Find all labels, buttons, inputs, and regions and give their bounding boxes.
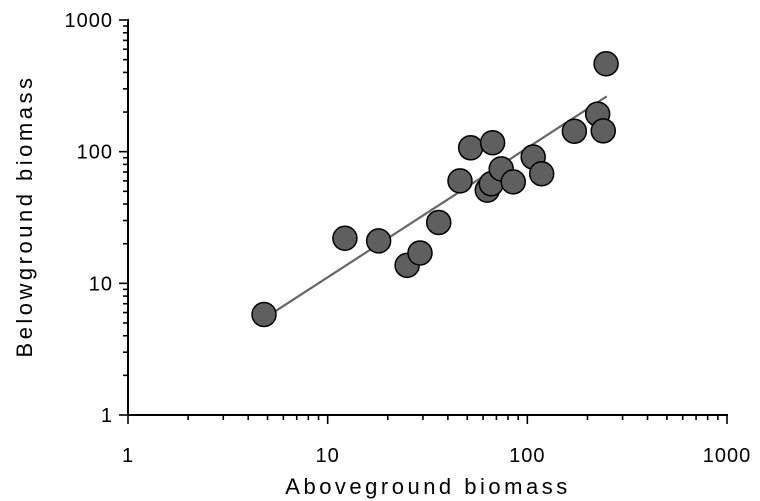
data-point — [459, 136, 483, 160]
data-point — [591, 119, 615, 143]
y-tick-label: 100 — [77, 142, 113, 164]
x-axis-tick-labels: 1 10 100 1000 — [122, 445, 751, 467]
data-point — [562, 119, 586, 143]
data-point — [333, 226, 357, 250]
data-point — [448, 169, 472, 193]
x-tick-label: 10 — [316, 445, 340, 467]
y-axis-ticks — [119, 20, 128, 415]
y-tick-label: 1 — [101, 405, 113, 427]
y-tick-label: 1000 — [65, 10, 114, 32]
x-axis-ticks — [128, 415, 727, 424]
y-tick-label: 10 — [89, 273, 113, 295]
regression-line — [264, 96, 607, 318]
y-axis-title: Belowground biomass — [12, 75, 37, 358]
data-point — [501, 170, 525, 194]
data-point — [530, 162, 554, 186]
data-point — [252, 302, 276, 326]
y-axis-tick-labels: 1 10 100 1000 — [65, 10, 114, 427]
x-tick-label: 100 — [509, 445, 545, 467]
x-axis-title: Aboveground biomass — [285, 474, 570, 499]
data-point — [427, 210, 451, 234]
data-point — [481, 131, 505, 155]
data-point — [594, 52, 618, 76]
x-tick-label: 1000 — [703, 445, 752, 467]
data-point — [367, 229, 391, 253]
data-point — [408, 241, 432, 265]
x-tick-label: 1 — [122, 445, 134, 467]
data-points — [252, 52, 618, 327]
